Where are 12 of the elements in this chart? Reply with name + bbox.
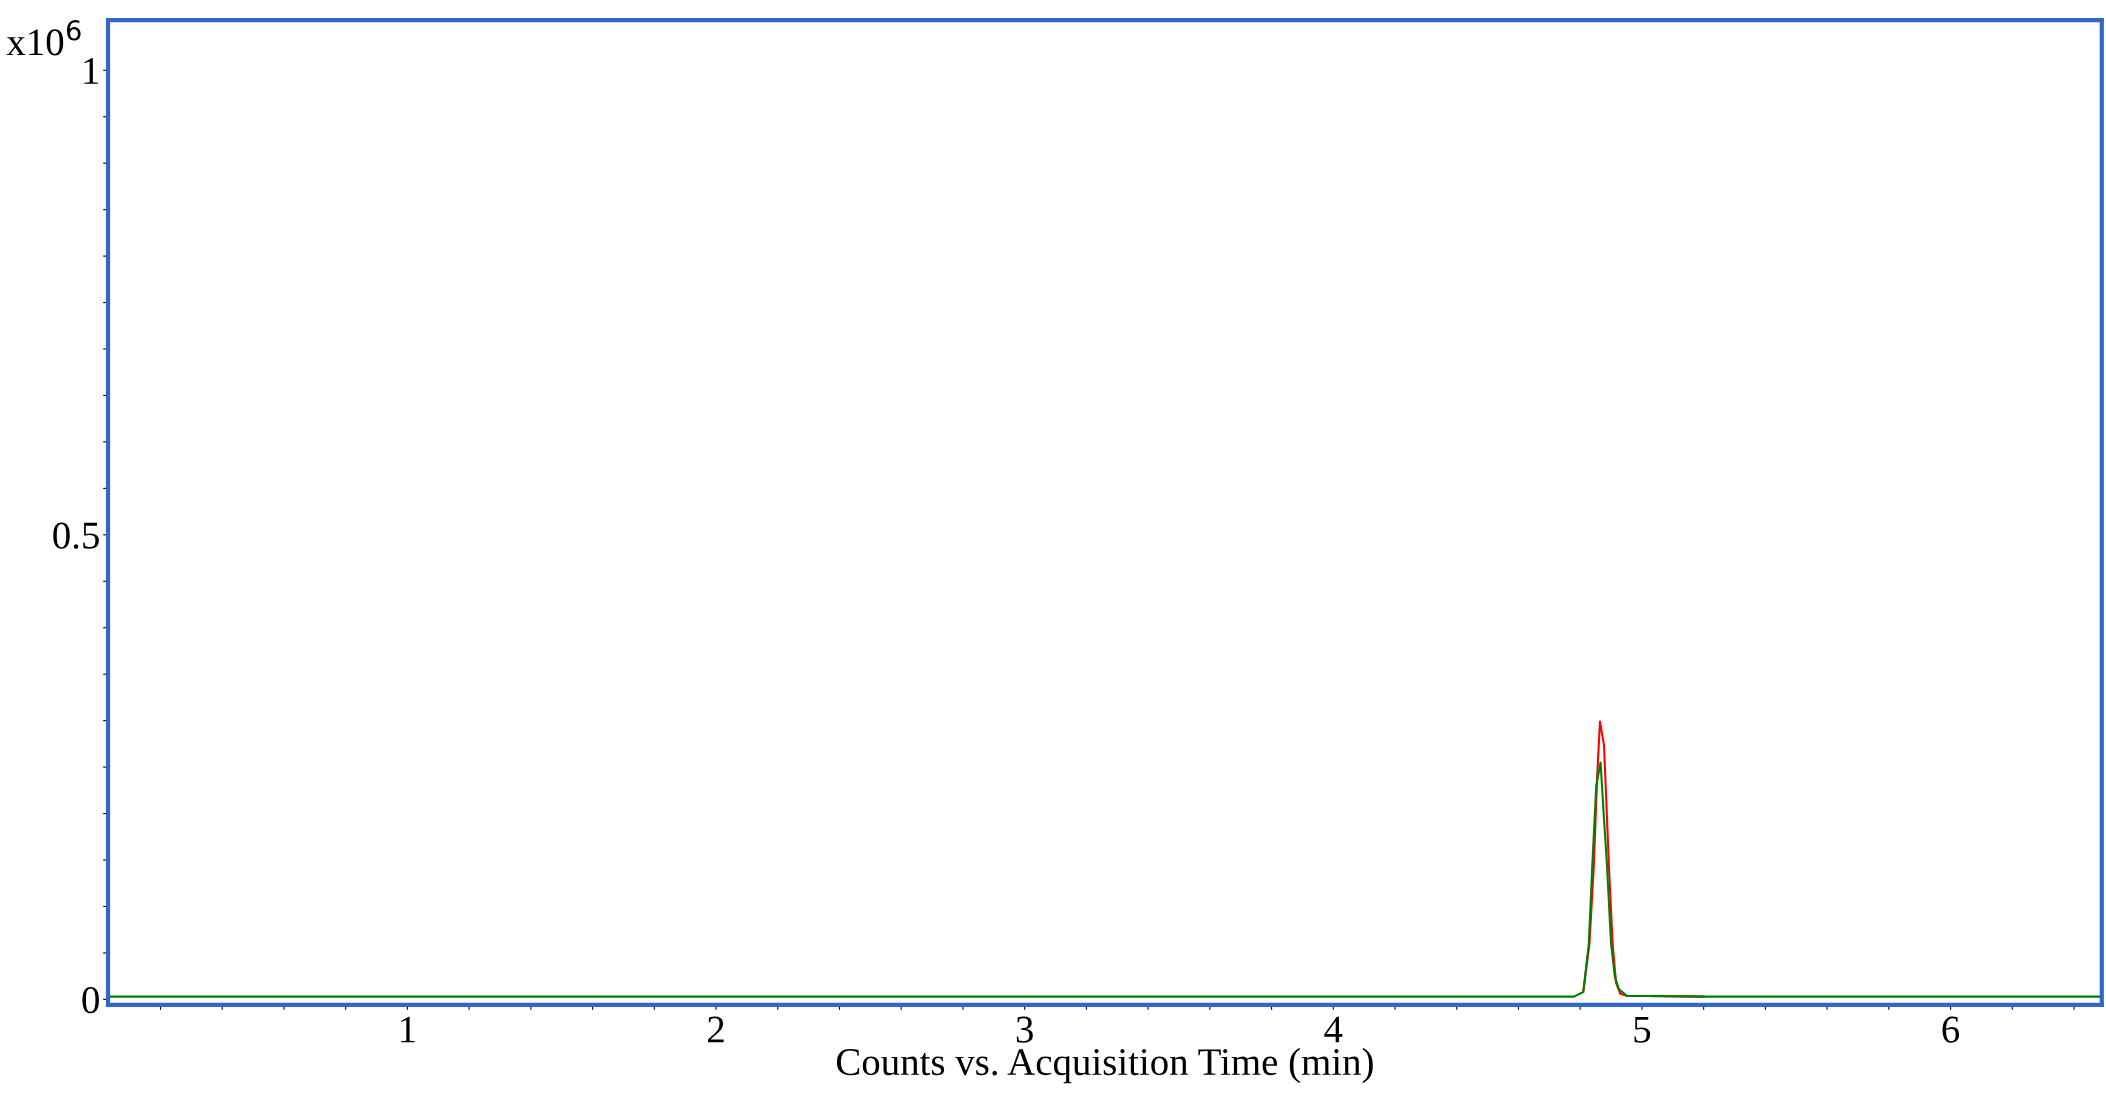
line-series <box>108 761 2102 998</box>
x-axis-title: Counts vs. Acquisition Time (min) <box>836 1047 1373 1084</box>
x-tick-label: 5 <box>1634 1016 1651 1043</box>
x-tick-label: 2 <box>708 1016 724 1043</box>
x-tick-label: 3 <box>1016 1016 1033 1043</box>
x-tick-label: 4 <box>1324 1016 1343 1043</box>
y-tick-label: 0.5 <box>53 522 99 549</box>
y-tick-label: 0 <box>82 987 99 1014</box>
x-tick-label: 6 <box>1942 1016 1960 1043</box>
y-tick-label: 1 <box>84 58 99 84</box>
text: x10$^{6}$ <box>6 20 81 56</box>
x-tick-label: 1 <box>401 1016 415 1043</box>
